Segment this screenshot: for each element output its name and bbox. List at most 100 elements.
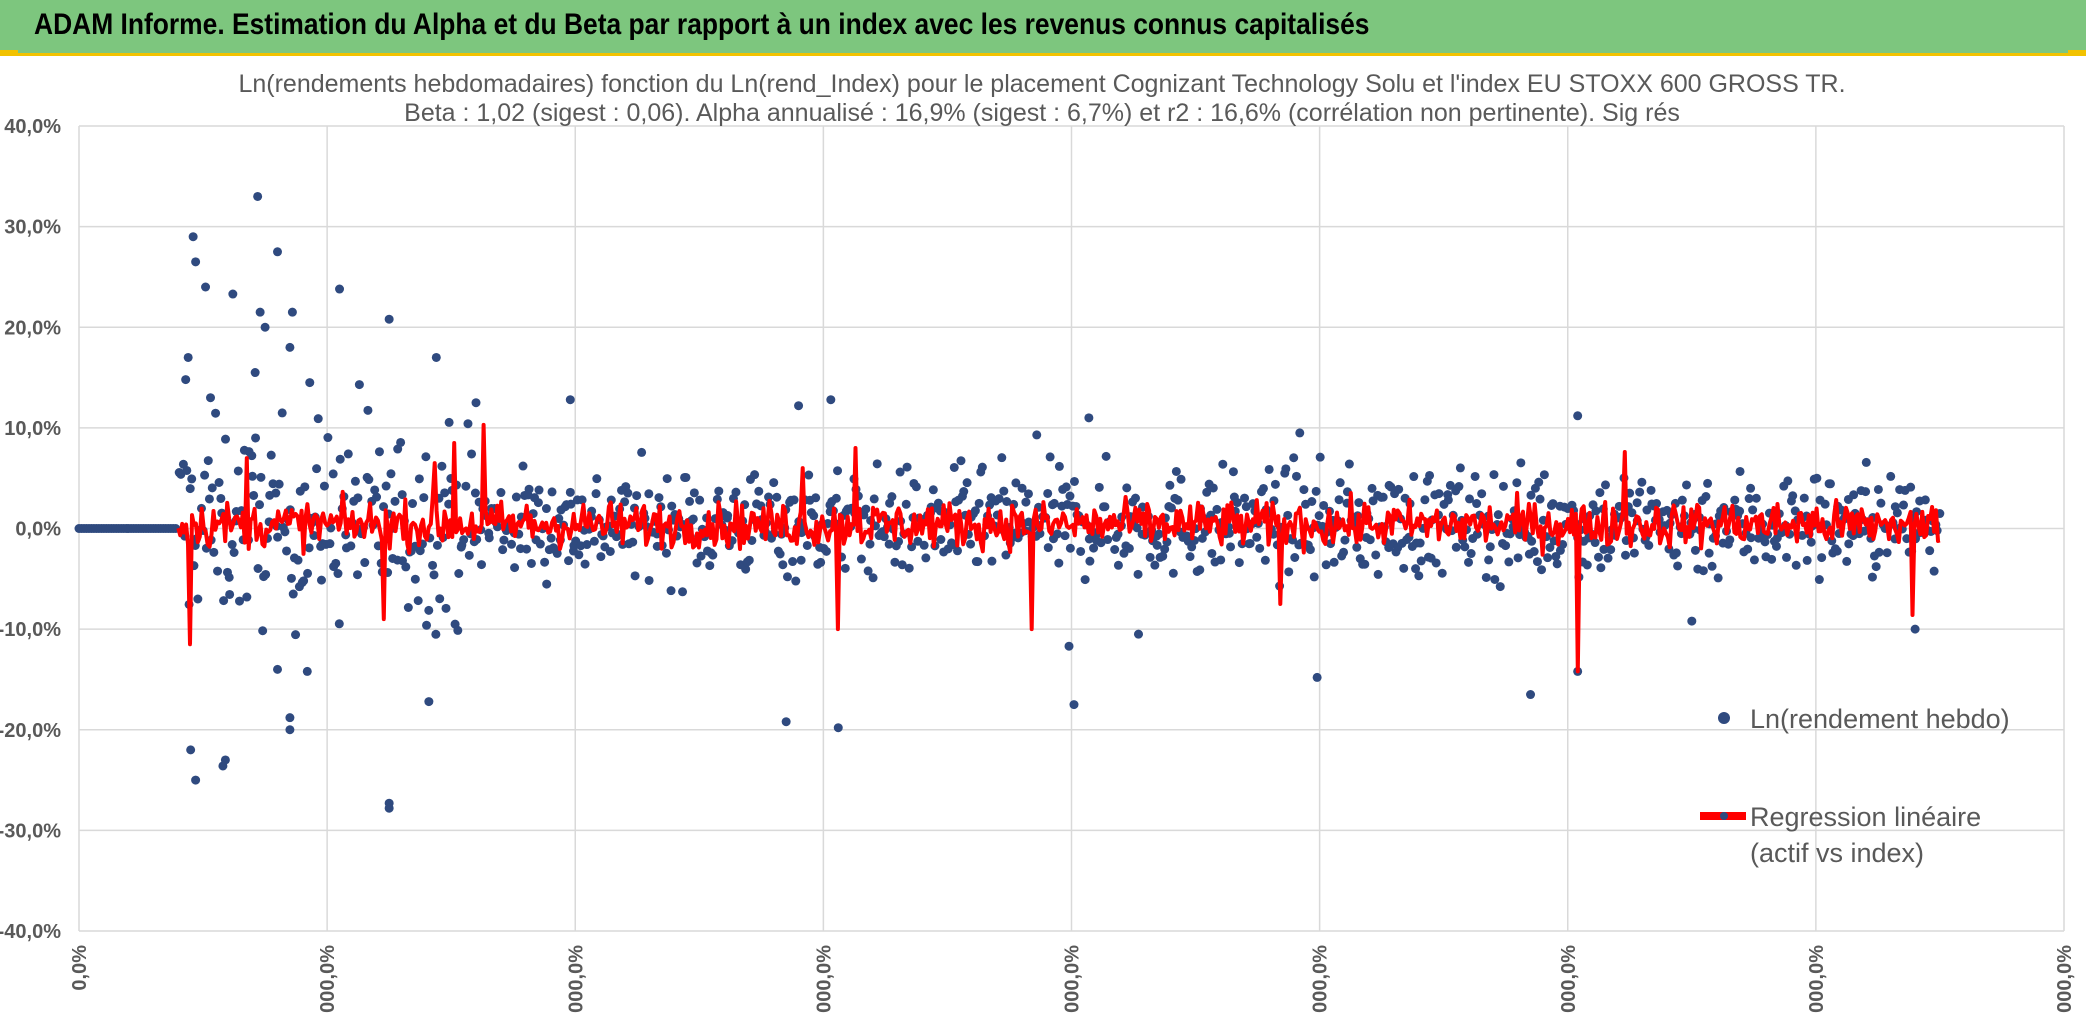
- data-point: [809, 511, 819, 521]
- data-point: [1314, 511, 1324, 521]
- data-point: [390, 496, 400, 506]
- data-point: [372, 492, 382, 502]
- data-point: [1394, 484, 1404, 494]
- data-point: [1545, 543, 1555, 553]
- data-point: [1882, 548, 1892, 558]
- data-point: [1501, 541, 1511, 551]
- data-point: [953, 546, 963, 556]
- data-point: [429, 570, 439, 580]
- data-point: [1103, 535, 1113, 545]
- y-axis-ticks: 40,0% 30,0% 20,0% 10,0% 0,0% -10,0% -20,0% -30,…: [0, 116, 61, 943]
- data-point: [1311, 486, 1321, 496]
- outlier-point: [1064, 641, 1074, 651]
- data-point: [200, 470, 210, 480]
- data-point: [1902, 534, 1912, 544]
- data-point: [182, 465, 192, 475]
- data-point: [949, 462, 959, 472]
- outlier-point: [201, 282, 211, 292]
- data-point: [1783, 476, 1793, 486]
- data-point: [1069, 476, 1079, 486]
- data-point: [1539, 470, 1549, 480]
- data-point: [510, 563, 520, 573]
- data-point: [1443, 495, 1453, 505]
- data-point: [782, 572, 792, 582]
- outlier-point: [833, 723, 843, 733]
- outlier-point: [305, 378, 315, 388]
- data-point: [185, 484, 195, 494]
- data-point: [1017, 483, 1027, 493]
- data-point: [1360, 559, 1370, 569]
- data-point: [1873, 484, 1883, 494]
- data-point: [775, 549, 785, 559]
- data-point: [432, 540, 442, 550]
- data-point: [1208, 483, 1218, 493]
- data-point: [596, 552, 606, 562]
- data-point: [1535, 494, 1545, 504]
- regression-line: [176, 422, 1941, 674]
- data-point: [574, 550, 584, 560]
- report-title: ADAM Informe. Estimation du Alpha et du …: [34, 8, 1370, 41]
- data-point: [507, 539, 517, 549]
- data-point: [233, 466, 243, 476]
- data-point: [353, 570, 363, 580]
- data-point: [1367, 483, 1377, 493]
- data-point: [1281, 464, 1291, 474]
- data-point: [1929, 566, 1939, 576]
- data-point: [467, 449, 477, 459]
- data-point: [247, 451, 257, 461]
- data-point: [316, 575, 326, 585]
- data-point: [1373, 569, 1383, 579]
- data-point: [1045, 452, 1055, 462]
- data-point: [565, 487, 575, 497]
- data-point: [1644, 540, 1654, 550]
- data-point: [997, 453, 1007, 463]
- data-point: [628, 537, 638, 547]
- data-point: [994, 494, 1004, 504]
- data-point: [1158, 551, 1168, 561]
- data-point: [397, 490, 407, 500]
- data-point: [300, 482, 310, 492]
- data-point: [1319, 500, 1329, 510]
- data-point: [1291, 471, 1301, 481]
- data-point: [1130, 493, 1140, 503]
- y-tick-label: 10,0%: [4, 418, 61, 440]
- data-point: [1339, 547, 1349, 557]
- data-point: [692, 558, 702, 568]
- outlier-point: [335, 284, 345, 294]
- data-point: [1100, 502, 1110, 512]
- legend: Ln(rendement hebdo) Regression linéaire …: [1700, 704, 2010, 868]
- data-point: [1735, 466, 1745, 476]
- outlier-point: [253, 191, 263, 201]
- x-tick-label: 000,0%: [1062, 945, 1084, 1013]
- data-point: [274, 479, 284, 489]
- data-point: [973, 557, 983, 567]
- data-point: [1202, 487, 1212, 497]
- data-point: [335, 454, 345, 464]
- data-point: [498, 545, 508, 555]
- data-point: [879, 532, 889, 542]
- data-point: [1378, 492, 1388, 502]
- data-point: [1460, 542, 1470, 552]
- data-point: [1791, 560, 1801, 570]
- data-point: [1814, 575, 1824, 585]
- data-point: [1002, 496, 1012, 506]
- data-point: [422, 620, 432, 630]
- outlier-point: [302, 666, 312, 676]
- data-point: [1054, 558, 1064, 568]
- data-point: [1746, 483, 1756, 493]
- data-point: [1340, 535, 1350, 545]
- data-point: [987, 556, 997, 566]
- data-point: [741, 564, 751, 574]
- data-point: [554, 514, 564, 524]
- outlier-point: [1295, 428, 1305, 438]
- data-point: [464, 550, 474, 560]
- data-point: [499, 535, 509, 545]
- x-tick-label: 000,0%: [2054, 945, 2076, 1013]
- data-point: [408, 499, 418, 509]
- data-point: [540, 557, 550, 567]
- data-point: [1309, 572, 1319, 582]
- outlier-point: [1069, 700, 1079, 710]
- data-point: [708, 550, 718, 560]
- data-point: [518, 461, 528, 471]
- data-point: [251, 433, 261, 443]
